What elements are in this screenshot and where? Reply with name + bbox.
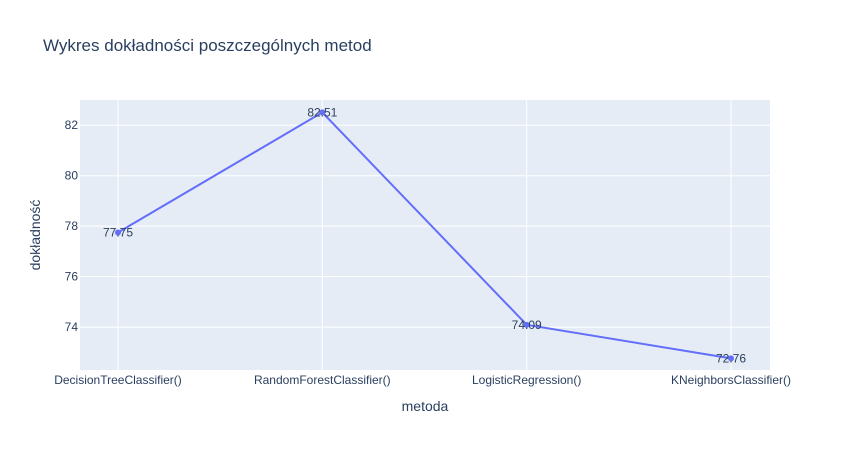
y-tick-labels: 74 76 78 80 82	[65, 118, 79, 334]
x-axis-title: metoda	[402, 398, 449, 414]
data-labels: 77.75 82.51 74.09 72.76	[103, 105, 746, 365]
y-tick-label: 76	[65, 270, 79, 284]
chart-title: Wykres dokładności poszczególnych metod	[43, 36, 372, 55]
x-tick-label: KNeighborsClassifier()	[671, 373, 791, 387]
y-tick-label: 82	[65, 118, 79, 132]
data-point	[319, 109, 326, 116]
data-points	[115, 109, 734, 362]
data-label: 82.51	[307, 105, 337, 119]
data-label: 74.09	[512, 318, 542, 332]
data-point	[523, 321, 530, 328]
data-label: 72.76	[716, 351, 746, 365]
data-point	[728, 355, 734, 362]
x-tick-label: LogisticRegression()	[472, 373, 581, 387]
x-tick-label: DecisionTreeClassifier()	[54, 373, 182, 387]
data-point	[115, 229, 121, 236]
plot-area	[80, 100, 770, 370]
data-label: 77.75	[103, 225, 133, 239]
y-gridlines	[80, 124, 770, 328]
y-tick-label: 78	[65, 219, 79, 233]
y-axis-title: dokładność	[27, 200, 43, 271]
y-tick-label: 80	[65, 169, 79, 183]
x-tick-label: RandomForestClassifier()	[254, 373, 391, 387]
series-line	[117, 111, 732, 360]
y-tick-label: 74	[65, 320, 79, 334]
x-tick-labels: DecisionTreeClassifier() RandomForestClas…	[54, 373, 791, 387]
